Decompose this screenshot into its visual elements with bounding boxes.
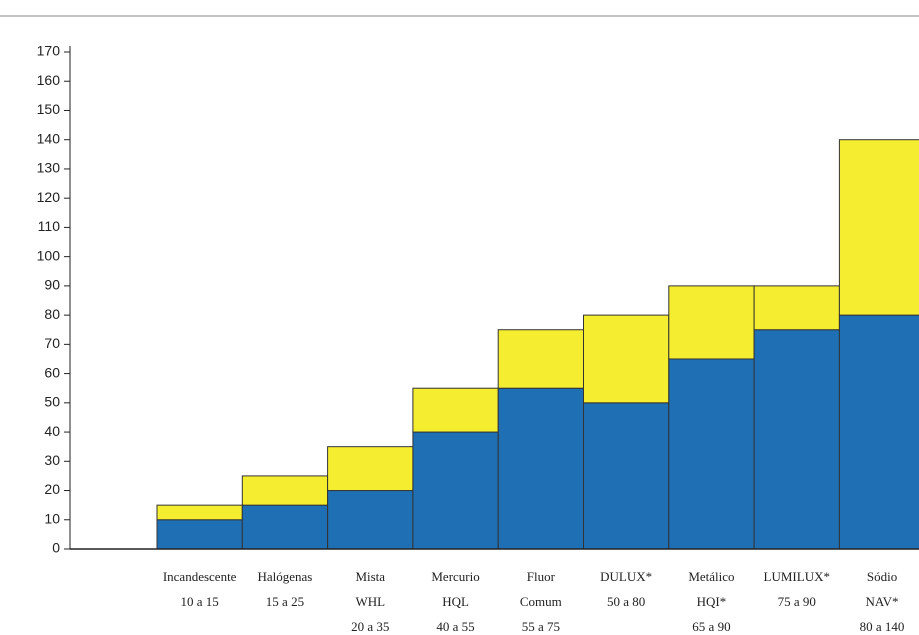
y-tick-label: 80 <box>44 306 60 322</box>
x-tick-label: Sódio <box>867 569 897 584</box>
y-tick-label: 30 <box>44 452 60 468</box>
range-bar <box>839 140 919 315</box>
range-label: 55 a 75 <box>522 619 560 634</box>
x-tick-label: HQL <box>442 594 469 609</box>
y-tick-label: 70 <box>44 335 60 351</box>
range-label: 50 a 80 <box>607 594 645 609</box>
x-tick-label: LUMILUX* <box>764 569 830 584</box>
x-tick-label: Fluor <box>527 569 556 584</box>
x-tick-label: DULUX* <box>600 569 652 584</box>
range-bar <box>157 505 242 520</box>
y-tick-label: 110 <box>38 218 61 234</box>
y-tick-label: 40 <box>44 423 60 439</box>
low-bar <box>157 520 242 549</box>
y-tick-label: 20 <box>44 481 60 497</box>
y-tick-label: 170 <box>37 43 61 59</box>
y-tick-label: 0 <box>52 540 60 556</box>
y-tick-label: 90 <box>44 277 60 293</box>
low-bar <box>754 330 839 549</box>
y-tick-label: 150 <box>37 101 61 117</box>
low-bar <box>498 388 583 549</box>
x-tick-label: Metálico <box>688 569 734 584</box>
y-tick-label: 10 <box>44 510 60 526</box>
range-label: 75 a 90 <box>778 594 816 609</box>
x-tick-label: WHL <box>355 594 385 609</box>
y-tick-label: 140 <box>37 130 61 146</box>
y-tick-label: 60 <box>44 364 60 380</box>
y-tick-label: 100 <box>37 247 61 263</box>
x-tick-label: HQI* <box>697 594 727 609</box>
low-bar <box>584 403 669 549</box>
range-bar <box>584 315 669 403</box>
range-bar <box>242 476 327 505</box>
range-label: 65 a 90 <box>692 619 730 634</box>
low-bar <box>669 359 754 549</box>
low-bar <box>328 491 413 549</box>
x-tick-label: Incandescente <box>163 569 237 584</box>
range-bar <box>669 286 754 359</box>
low-bar <box>839 315 919 549</box>
range-label: 15 a 25 <box>266 594 304 609</box>
range-label: 80 a 140 <box>860 619 905 634</box>
chart: 0 10 20 30 40 50 60 70 80 90 100 110 120 130 140 150 160… <box>0 0 919 635</box>
range-bar <box>413 388 498 432</box>
x-tick-label: Mercurio <box>431 569 479 584</box>
x-tick-label: Mista <box>355 569 385 584</box>
x-tick-label: Halógenas <box>258 569 313 584</box>
y-tick-label: 130 <box>37 160 61 176</box>
low-bar <box>413 432 498 549</box>
x-tick-label: NAV* <box>866 594 899 609</box>
range-label: 20 a 35 <box>351 619 389 634</box>
range-bar <box>498 330 583 388</box>
range-label: 10 a 15 <box>181 594 219 609</box>
range-bar <box>754 286 839 330</box>
y-tick-label: 160 <box>37 72 61 88</box>
range-label: 40 a 55 <box>436 619 474 634</box>
range-bar <box>328 447 413 491</box>
y-tick-label: 120 <box>37 189 61 205</box>
x-tick-label: Comum <box>520 594 562 609</box>
y-tick-label: 50 <box>44 394 60 410</box>
low-bar <box>242 505 327 549</box>
